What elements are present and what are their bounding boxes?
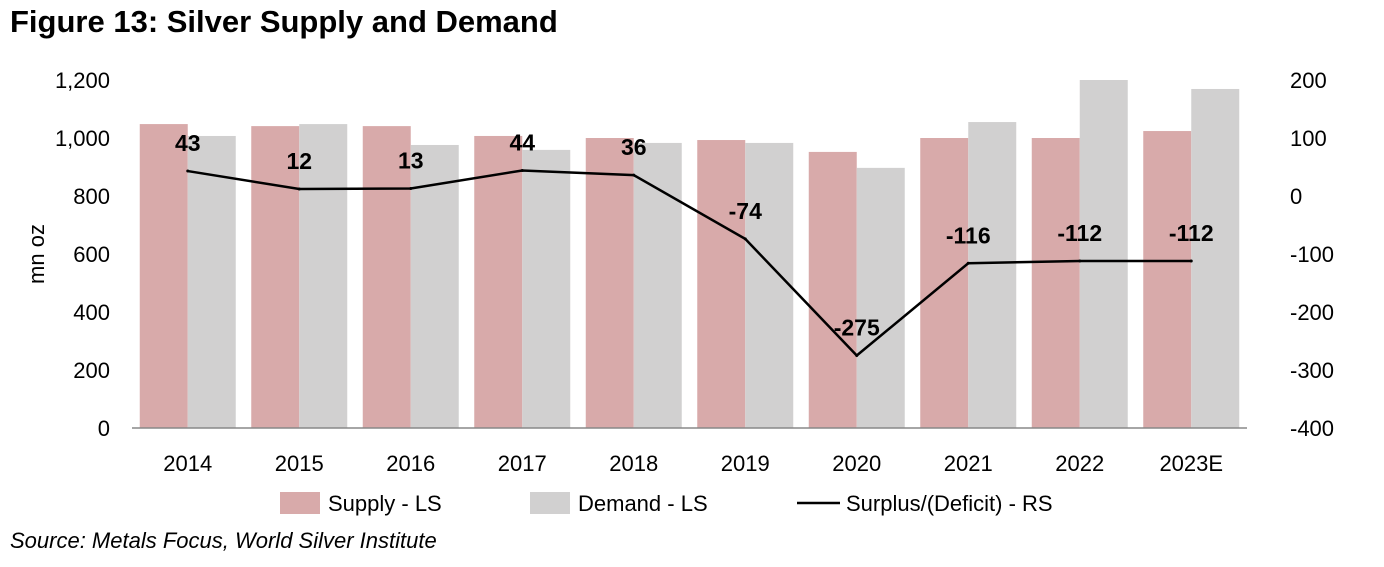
x-tick-label: 2022 [1055,451,1104,476]
y2-tick-label: 0 [1290,184,1302,209]
demand-bar [633,142,682,428]
demand-bar [410,144,459,428]
x-tick-label: 2020 [832,451,881,476]
legend-label: Surplus/(Deficit) - RS [846,491,1053,516]
x-tick-label: 2023E [1159,451,1223,476]
supply-bar [362,126,411,429]
demand-bar [299,124,348,428]
supply-bar [1143,131,1192,429]
x-tick-label: 2019 [721,451,770,476]
y2-tick-label: -200 [1290,300,1334,325]
data-label: -275 [834,315,880,341]
x-tick-label: 2016 [386,451,435,476]
surplus-point [409,186,413,190]
supply-bar [251,126,300,429]
y2-tick-label: 100 [1290,126,1327,151]
chart-title: Figure 13: Silver Supply and Demand [10,4,558,39]
demand-bar [968,122,1017,429]
demand-bar [187,135,236,428]
demand-bar [856,167,905,428]
supply-bar [585,138,634,428]
data-label: 43 [175,130,201,156]
surplus-point [297,187,301,191]
surplus-point [520,168,524,172]
data-label: 13 [398,147,424,173]
y-tick-label: 1,200 [55,68,110,93]
data-label: -112 [1169,220,1214,246]
y-tick-label: 600 [73,242,110,267]
supply-bar [808,151,857,429]
surplus-point [855,354,859,357]
x-tick-label: 2014 [163,451,212,476]
demand-bar [1079,80,1128,428]
y-tick-label: 400 [73,300,110,325]
surplus-line [187,169,1192,358]
supply-bar [1031,138,1080,428]
y2-tick-label: -100 [1290,242,1334,267]
y2-tick-label: -400 [1290,416,1334,441]
surplus-point [966,261,970,265]
data-label: 36 [621,134,647,160]
data-label: -74 [729,198,762,224]
y-tick-label: 800 [73,184,110,209]
supply-bar [139,124,188,428]
data-label: 44 [509,129,535,155]
x-tick-label: 2021 [944,451,993,476]
surplus-point [1078,259,1082,263]
data-label: 12 [286,148,312,174]
y2-tick-label: 200 [1290,68,1327,93]
surplus-point [743,237,747,241]
demand-bar [1191,88,1240,429]
source-note: Source: Metals Focus, World Silver Insti… [10,528,437,553]
legend-swatch-demand [530,492,570,514]
y-tick-label: 1,000 [55,126,110,151]
surplus-point [1189,259,1193,263]
surplus-point [186,169,190,173]
y-tick-label: 200 [73,358,110,383]
y-axis-label: mn oz [24,224,49,284]
demand-bar [745,142,794,428]
legend-label: Demand - LS [578,491,708,516]
surplus-point [632,173,636,177]
supply-bar [697,140,746,428]
supply-bar [474,135,523,428]
x-tick-label: 2017 [498,451,547,476]
legend-label: Supply - LS [328,491,442,516]
data-label: -116 [946,222,991,248]
demand-bar [522,149,571,428]
x-tick-label: 2018 [609,451,658,476]
data-label: -112 [1057,220,1102,246]
y2-tick-label: -300 [1290,358,1334,383]
y-tick-label: 0 [98,416,110,441]
legend-swatch-supply [280,492,320,514]
x-tick-label: 2015 [275,451,324,476]
